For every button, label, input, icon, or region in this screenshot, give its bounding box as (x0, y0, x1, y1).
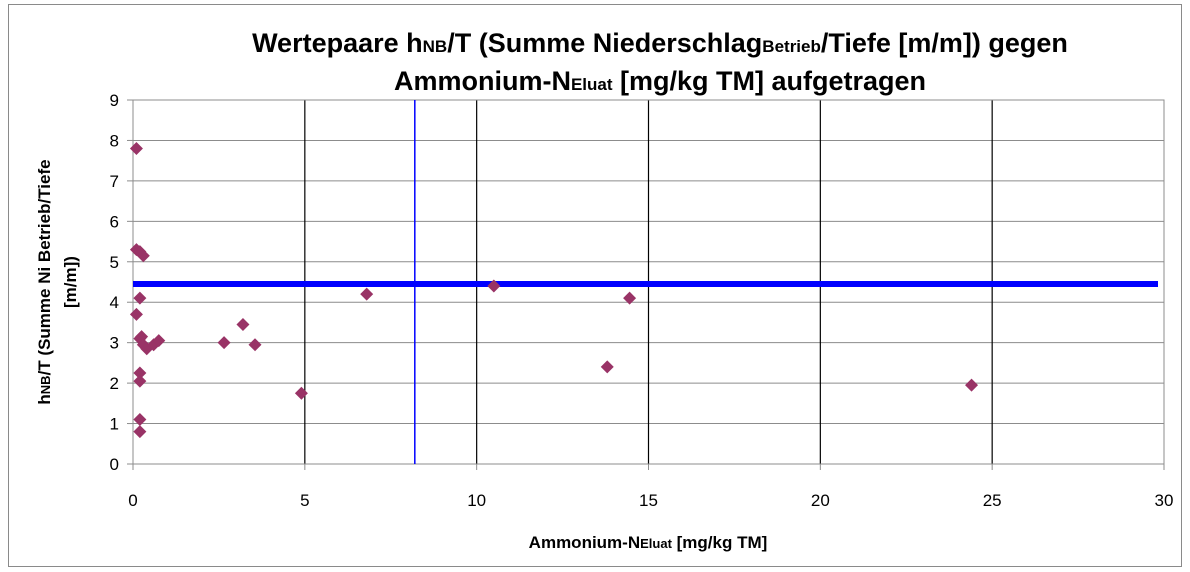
scatter-point (133, 425, 147, 439)
y-tick-label: 7 (110, 172, 119, 191)
y-axis-label-part: [m/m]) (61, 256, 80, 308)
y-tick-label: 4 (110, 293, 119, 312)
y-axis-label: hNB/T (Summe Ni Betrieb/Tiefe (35, 159, 54, 404)
y-tick-label: 6 (110, 212, 119, 231)
y-axis-label-part: NB (38, 375, 53, 394)
x-axis-label-part: [mg/kg TM] (672, 533, 767, 552)
scatter-point (360, 287, 374, 301)
scatter-point (129, 307, 143, 321)
x-tick-label: 30 (1155, 491, 1174, 510)
scatter-point (236, 317, 250, 331)
scatter-point (248, 338, 262, 352)
scatter-point (965, 378, 979, 392)
scatter-point (623, 291, 637, 305)
chart-title-part: /Tiefe [m/m]) gegen (821, 28, 1068, 58)
chart-title-part: Ammonium-N (394, 66, 571, 96)
scatter-point (600, 360, 614, 374)
scatter-point (217, 336, 231, 350)
chart-title-part: Wertepaare h (252, 28, 423, 58)
y-tick-label: 9 (110, 91, 119, 110)
chart-title-part: Eluat (571, 75, 613, 94)
scatter-point (133, 374, 147, 388)
scatter-point (133, 291, 147, 305)
x-axis-label-part: Eluat (640, 536, 672, 551)
x-tick-label: 10 (467, 491, 486, 510)
scatter-point (487, 279, 501, 293)
scatter-point (133, 413, 147, 427)
scatter-point (294, 386, 308, 400)
chart-title: Wertepaare hNB/T (Summe NiederschlagBetr… (252, 28, 1068, 58)
scatter-point (129, 142, 143, 156)
y-tick-label: 1 (110, 415, 119, 434)
x-tick-label: 0 (128, 491, 137, 510)
chart-title-part: [mg/kg TM] aufgetragen (613, 66, 927, 96)
y-axis-label: [m/m]) (61, 256, 80, 308)
y-tick-label: 2 (110, 374, 119, 393)
x-tick-label: 15 (639, 491, 658, 510)
x-tick-label: 5 (300, 491, 309, 510)
chart-title: Ammonium-NEluat [mg/kg TM] aufgetragen (394, 66, 926, 96)
x-tick-label: 25 (983, 491, 1002, 510)
y-axis-label-part: /T (Summe Ni Betrieb/Tiefe (35, 159, 54, 375)
chart-title-part: Betrieb (762, 37, 821, 56)
scatter-point (152, 334, 166, 348)
y-axis-label-part: h (35, 394, 54, 404)
y-tick-label: 5 (110, 253, 119, 272)
scatter-point (136, 249, 150, 263)
y-tick-label: 0 (110, 455, 119, 474)
y-tick-label: 8 (110, 131, 119, 150)
x-tick-label: 20 (811, 491, 830, 510)
scatter-point (133, 366, 147, 380)
x-axis-label: Ammonium-NEluat [mg/kg TM] (529, 533, 768, 552)
chart-title-part: NB (423, 37, 448, 56)
x-axis-label-part: Ammonium-N (529, 533, 640, 552)
y-tick-label: 3 (110, 334, 119, 353)
chart-title-part: /T (Summe Niederschlag (447, 28, 762, 58)
